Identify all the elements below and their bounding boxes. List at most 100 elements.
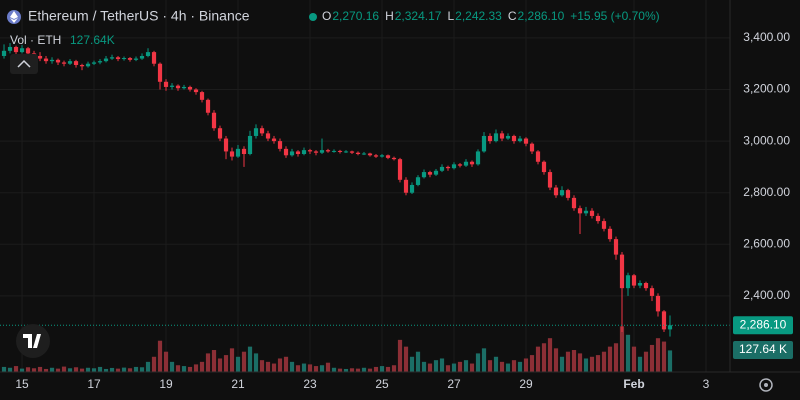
volume-bar: [265, 361, 271, 372]
collapse-button[interactable]: [10, 54, 38, 74]
candle-body: [217, 128, 223, 139]
volume-bar: [349, 368, 355, 372]
volume-bar: [229, 348, 235, 372]
volume-bar: [271, 363, 277, 372]
x-tick-label: 19: [159, 377, 173, 391]
volume-bar: [133, 366, 139, 372]
volume-bar: [577, 353, 583, 372]
volume-bar: [277, 358, 283, 372]
volume-bar: [49, 367, 55, 372]
candle-body: [169, 85, 175, 87]
tv-logo[interactable]: [16, 324, 50, 358]
y-tick-label: 3,200.00: [743, 82, 790, 96]
volume-bar: [451, 363, 457, 372]
volume-bar: [337, 368, 343, 372]
candle-body: [133, 58, 139, 60]
volume-bar: [601, 351, 607, 372]
candle-body: [127, 58, 133, 60]
volume-bar: [235, 356, 241, 372]
candle-body: [613, 239, 619, 255]
candle-body: [553, 187, 559, 196]
candle-body: [325, 150, 331, 152]
volume-bar: [181, 366, 187, 372]
candle-body: [487, 135, 493, 142]
volume-bar: [55, 368, 61, 372]
volume-bar: [241, 351, 247, 372]
volume-bar: [67, 368, 73, 372]
volume-bar: [151, 356, 157, 372]
candle-body: [643, 282, 649, 289]
candle-body: [385, 155, 391, 158]
candle-body: [517, 138, 523, 142]
volume-bar: [259, 360, 265, 372]
volume-bar: [469, 363, 475, 372]
candle-body: [259, 128, 265, 134]
candle-body: [565, 190, 571, 198]
volume-bar: [397, 339, 403, 372]
candle-body: [625, 275, 631, 289]
candle-body: [427, 172, 433, 175]
x-tick-label: 23: [303, 377, 317, 391]
candle-body: [541, 161, 547, 173]
candle-body: [403, 179, 409, 193]
volume-bar: [535, 346, 541, 372]
candle-body: [391, 157, 397, 160]
volume-bar: [13, 366, 19, 372]
candle-body: [535, 151, 541, 162]
candle-body: [91, 62, 97, 64]
volume-value: 127.64K: [70, 33, 115, 47]
volume-bar: [301, 363, 307, 372]
candle-body: [505, 135, 511, 139]
candle-body: [301, 150, 307, 155]
candle-body: [595, 215, 601, 222]
ohlc-value: 2,286.10: [518, 9, 565, 23]
volume-bar: [193, 364, 199, 372]
candle-body: [193, 89, 199, 93]
candle-body: [199, 92, 205, 100]
candle-body: [367, 153, 373, 156]
volume-bar: [403, 346, 409, 372]
x-tick-label: 27: [447, 377, 461, 391]
candle-body: [157, 63, 163, 82]
volume-bar: [109, 367, 115, 372]
candle-body: [601, 221, 607, 229]
volume-bar: [169, 361, 175, 372]
candle-body: [37, 55, 43, 59]
candle-body: [415, 177, 421, 185]
settings-icon[interactable]: [759, 378, 773, 392]
candle-body: [211, 112, 217, 129]
ohlc-value: 2,270.16: [332, 9, 379, 23]
volume-bar: [391, 365, 397, 372]
ohlc-name: H: [385, 9, 394, 23]
candle-body: [511, 135, 517, 142]
price-change: +15.95 (+0.70%): [570, 9, 659, 23]
volume-bar: [187, 366, 193, 372]
x-tick-label: 17: [87, 377, 101, 391]
candle-body: [379, 155, 385, 157]
volume-bar: [613, 343, 619, 372]
volume-bar: [649, 344, 655, 372]
ohlc-name: O: [322, 9, 331, 23]
volume-bar: [145, 361, 151, 372]
volume-bar: [457, 361, 463, 372]
volume-bar: [553, 348, 559, 372]
volume-bar: [37, 366, 43, 372]
y-tick-label: 2,600.00: [743, 236, 790, 250]
price-tag: 2,286.10: [740, 317, 787, 331]
volume-bar: [97, 366, 103, 372]
candle-body: [253, 128, 259, 136]
volume-bar: [547, 338, 553, 372]
ohlc-legend: O 2,270.16 H 2,324.17 L 2,242.33 C 2,286.10 +15.…: [322, 9, 660, 23]
volume-bar: [499, 361, 505, 372]
candle-body: [175, 85, 181, 89]
ohlc-value: 2,242.33: [455, 9, 502, 23]
volume-bar: [661, 341, 667, 372]
candle-body: [667, 325, 673, 330]
candle-body: [649, 288, 655, 296]
volume-bar: [361, 367, 367, 372]
volume-bar: [445, 365, 451, 372]
candle-body: [439, 166, 445, 171]
candle-body: [85, 63, 91, 67]
candle-body: [343, 151, 349, 153]
